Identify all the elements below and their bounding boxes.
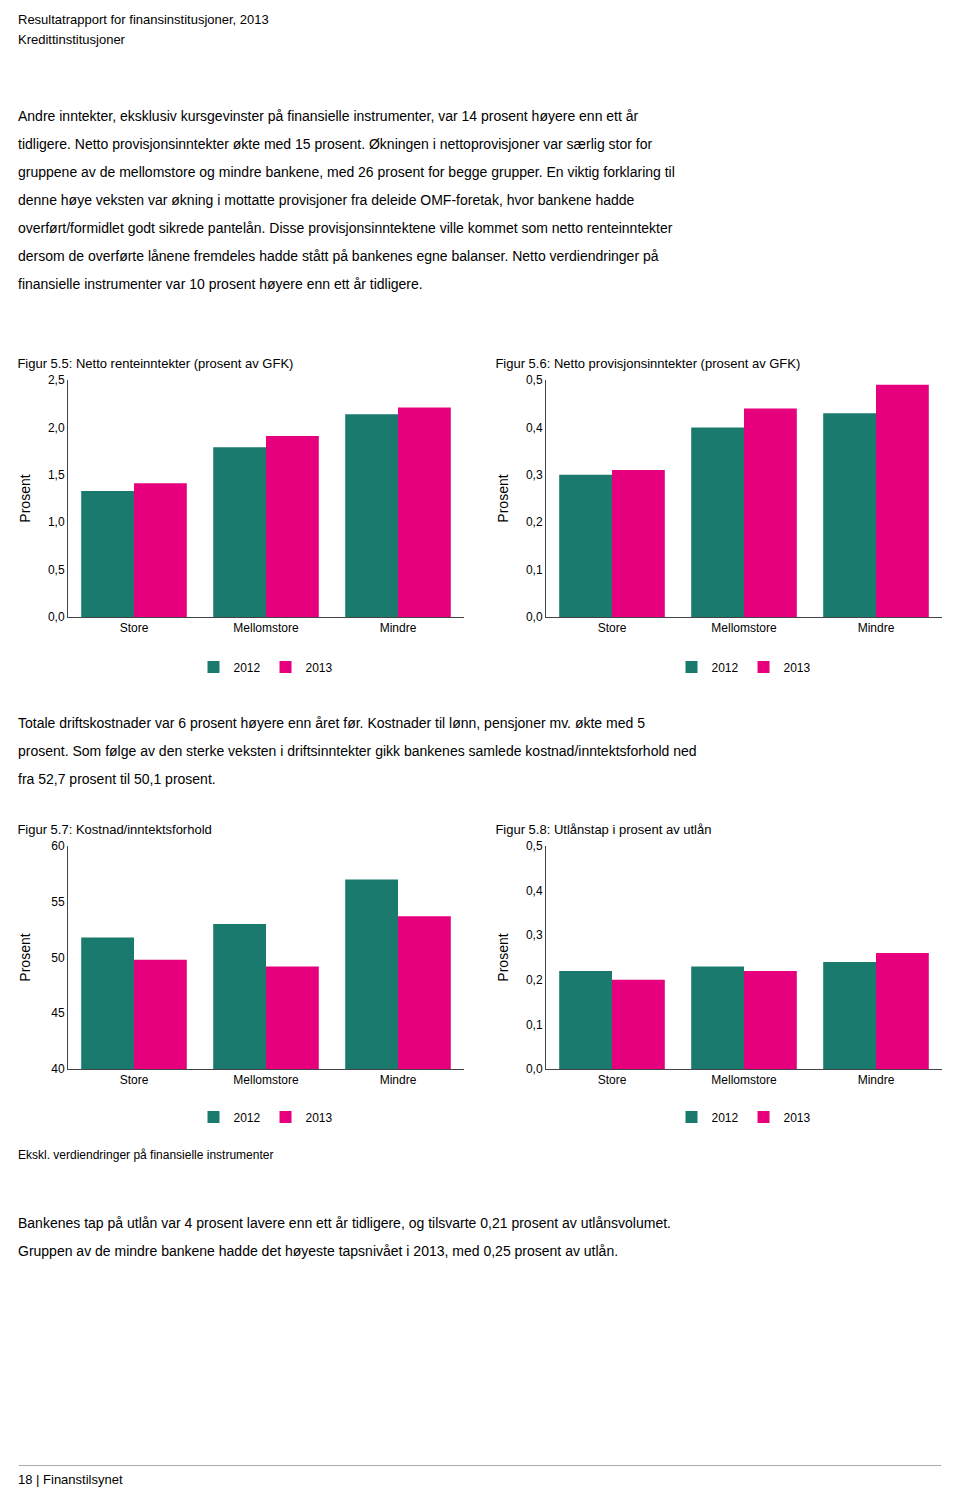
svg-text:2012: 2012 — [712, 1111, 739, 1125]
svg-text:Mellomstore: Mellomstore — [711, 621, 777, 635]
svg-text:40: 40 — [51, 1062, 65, 1076]
svg-text:0,3: 0,3 — [526, 468, 543, 482]
svg-text:0,1: 0,1 — [526, 563, 543, 577]
svg-text:Mindre: Mindre — [858, 621, 895, 635]
svg-text:Prosent: Prosent — [17, 474, 33, 522]
svg-text:1,0: 1,0 — [48, 515, 65, 529]
svg-text:2,0: 2,0 — [48, 421, 65, 435]
html-text:fra 52,7 prosent til 50,1 pros: fra 52,7 prosent til 50,1 prosent. — [18, 771, 216, 787]
svg-text:0,0: 0,0 — [48, 610, 65, 624]
svg-text:2013: 2013 — [784, 661, 811, 675]
svg-text:2013: 2013 — [306, 1111, 333, 1125]
svg-text:0,4: 0,4 — [526, 421, 543, 435]
svg-text:0,2: 0,2 — [526, 515, 543, 529]
svg-text:Prosent: Prosent — [495, 474, 511, 522]
svg-text:Prosent: Prosent — [495, 933, 511, 981]
svg-text:60: 60 — [51, 839, 65, 853]
svg-text:Mellomstore: Mellomstore — [233, 1073, 299, 1087]
svg-text:2,5: 2,5 — [48, 373, 65, 387]
svg-text:2012: 2012 — [234, 661, 261, 675]
html-text:prosent. Som følge av den ster: prosent. Som følge av den sterke veksten… — [18, 743, 697, 759]
svg-text:1,5: 1,5 — [48, 468, 65, 482]
svg-text:Mellomstore: Mellomstore — [233, 621, 299, 635]
html-text:18 | Finanstilsynet: 18 | Finanstilsynet — [18, 1472, 123, 1487]
svg-text:0,5: 0,5 — [48, 563, 65, 577]
svg-text:0,0: 0,0 — [526, 1062, 543, 1076]
svg-text:2013: 2013 — [306, 661, 333, 675]
html-text:Gruppen av de mindre bankene h: Gruppen av de mindre bankene hadde det h… — [18, 1243, 619, 1259]
html-text:denne høye veksten var økning: denne høye veksten var økning i mottatte… — [18, 192, 635, 208]
svg-text:Store: Store — [120, 1073, 149, 1087]
svg-text:Mellomstore: Mellomstore — [711, 1073, 777, 1087]
html-text:Totale driftskostnader var 6 p: Totale driftskostnader var 6 prosent høy… — [18, 715, 645, 731]
svg-text:55: 55 — [51, 895, 65, 909]
svg-text:2013: 2013 — [784, 1111, 811, 1125]
svg-text:50: 50 — [51, 951, 65, 965]
svg-text:45: 45 — [51, 1006, 65, 1020]
svg-text:0,0: 0,0 — [526, 610, 543, 624]
html-text:Resultatrapport for finansinst: Resultatrapport for finansinstitusjoner,… — [18, 12, 269, 27]
html-text:gruppene av de mellomstore og: gruppene av de mellomstore og mindre ban… — [18, 164, 675, 180]
html-text:dersom de overførte lånene fre: dersom de overførte lånene fremdeles had… — [18, 248, 659, 264]
html-text:Ekskl. verdiendringer på finan: Ekskl. verdiendringer på finansielle ins… — [18, 1148, 274, 1162]
svg-text:Mindre: Mindre — [380, 1073, 417, 1087]
svg-text:Prosent: Prosent — [17, 933, 33, 981]
svg-text:2012: 2012 — [234, 1111, 261, 1125]
svg-text:Figur 5.8: Utlånstap i prosent: Figur 5.8: Utlånstap i prosent av utlån — [495, 822, 711, 837]
svg-text:Store: Store — [598, 621, 627, 635]
svg-text:Mindre: Mindre — [380, 621, 417, 635]
svg-text:Figur 5.6: Netto provisjonsinn: Figur 5.6: Netto provisjonsinntekter (pr… — [495, 356, 800, 371]
svg-text:Figur 5.7: Kostnad/inntektsfor: Figur 5.7: Kostnad/inntektsforhold — [17, 822, 211, 837]
svg-text:0,3: 0,3 — [526, 928, 543, 942]
svg-text:Store: Store — [120, 621, 149, 635]
html-text:tidligere. Netto provisjonsinn: tidligere. Netto provisjonsinntekter økt… — [18, 136, 653, 152]
svg-text:0,1: 0,1 — [526, 1018, 543, 1032]
svg-text:Store: Store — [598, 1073, 627, 1087]
svg-text:Mindre: Mindre — [858, 1073, 895, 1087]
svg-text:0,5: 0,5 — [526, 839, 543, 853]
svg-text:0,4: 0,4 — [526, 884, 543, 898]
svg-text:2012: 2012 — [712, 661, 739, 675]
svg-text:0,2: 0,2 — [526, 973, 543, 987]
html-text:Kredittinstitusjoner: Kredittinstitusjoner — [18, 32, 125, 47]
html-text:finansielle instrumenter var 1: finansielle instrumenter var 10 prosent … — [18, 276, 423, 292]
svg-text:Figur 5.5: Netto renteinntekte: Figur 5.5: Netto renteinntekter (prosent… — [17, 356, 293, 371]
html-text:Bankenes tap på utlån var 4 pr: Bankenes tap på utlån var 4 prosent lave… — [18, 1215, 671, 1231]
svg-text:0,5: 0,5 — [526, 373, 543, 387]
html-text:Andre inntekter, eksklusiv kur: Andre inntekter, eksklusiv kursgevinster… — [18, 108, 639, 124]
html-text:overført/formidlet godt sikred: overført/formidlet godt sikrede pantelån… — [18, 220, 673, 236]
